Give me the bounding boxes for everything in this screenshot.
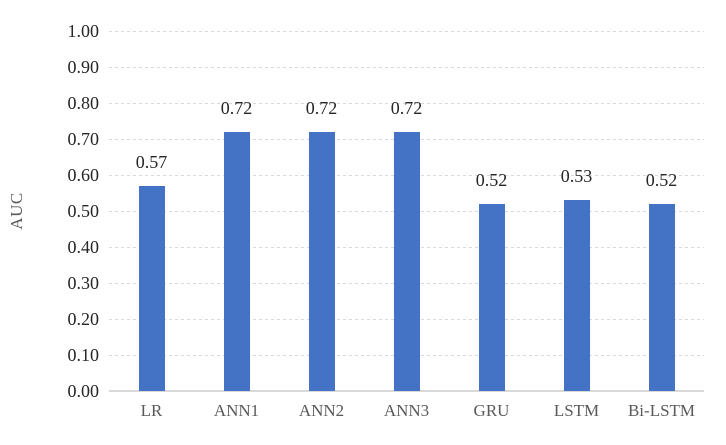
y-tick-label: 0.50 (67, 201, 100, 221)
x-tick-label-gru: GRU (473, 401, 510, 420)
y-tick-label: 0.80 (67, 93, 100, 113)
y-tick-label: 0.70 (67, 129, 100, 149)
y-tick-label: 0.40 (67, 237, 100, 257)
x-tick-label-ann2: ANN2 (298, 401, 345, 420)
data-label-ann2: 0.72 (305, 97, 338, 118)
bar-lr (138, 185, 165, 391)
x-tick-label-lstm: LSTM (553, 401, 600, 420)
y-tick-label: 0.10 (67, 345, 100, 365)
bar-gru (478, 203, 505, 391)
y-tick-label: 0.90 (67, 57, 100, 77)
data-label-gru: 0.52 (475, 169, 508, 190)
data-label-lstm: 0.53 (560, 166, 593, 187)
x-tick-label-bi-lstm: Bi-LSTM (627, 401, 696, 420)
x-tick-label-lr: LR (140, 401, 163, 420)
y-axis-title: AUC (7, 192, 26, 230)
y-tick-label: 0.60 (67, 165, 100, 185)
plot-area: 0.57 0.72 0.72 0.72 0.52 0.53 0.52 (109, 31, 704, 392)
y-tick-label: 0.00 (67, 381, 100, 401)
data-label-ann1: 0.72 (220, 97, 253, 118)
x-tick-label-ann1: ANN1 (213, 401, 260, 420)
x-axis-line (109, 390, 704, 392)
y-tick-label: 0.30 (67, 273, 100, 293)
gridline (109, 103, 704, 104)
bar-ann3 (393, 131, 420, 391)
bar-ann2 (308, 131, 335, 391)
y-tick-label: 0.20 (67, 309, 100, 329)
bar-ann1 (223, 131, 250, 391)
data-label-ann3: 0.72 (390, 97, 423, 118)
gridline (109, 67, 704, 68)
data-label-bi-lstm: 0.52 (645, 169, 678, 190)
x-tick-label-ann3: ANN3 (383, 401, 430, 420)
gridline (109, 31, 704, 32)
bar-bi-lstm (648, 203, 675, 391)
bar-lstm (563, 200, 590, 391)
y-tick-label: 1.00 (67, 21, 100, 41)
data-label-lr: 0.57 (135, 151, 168, 172)
